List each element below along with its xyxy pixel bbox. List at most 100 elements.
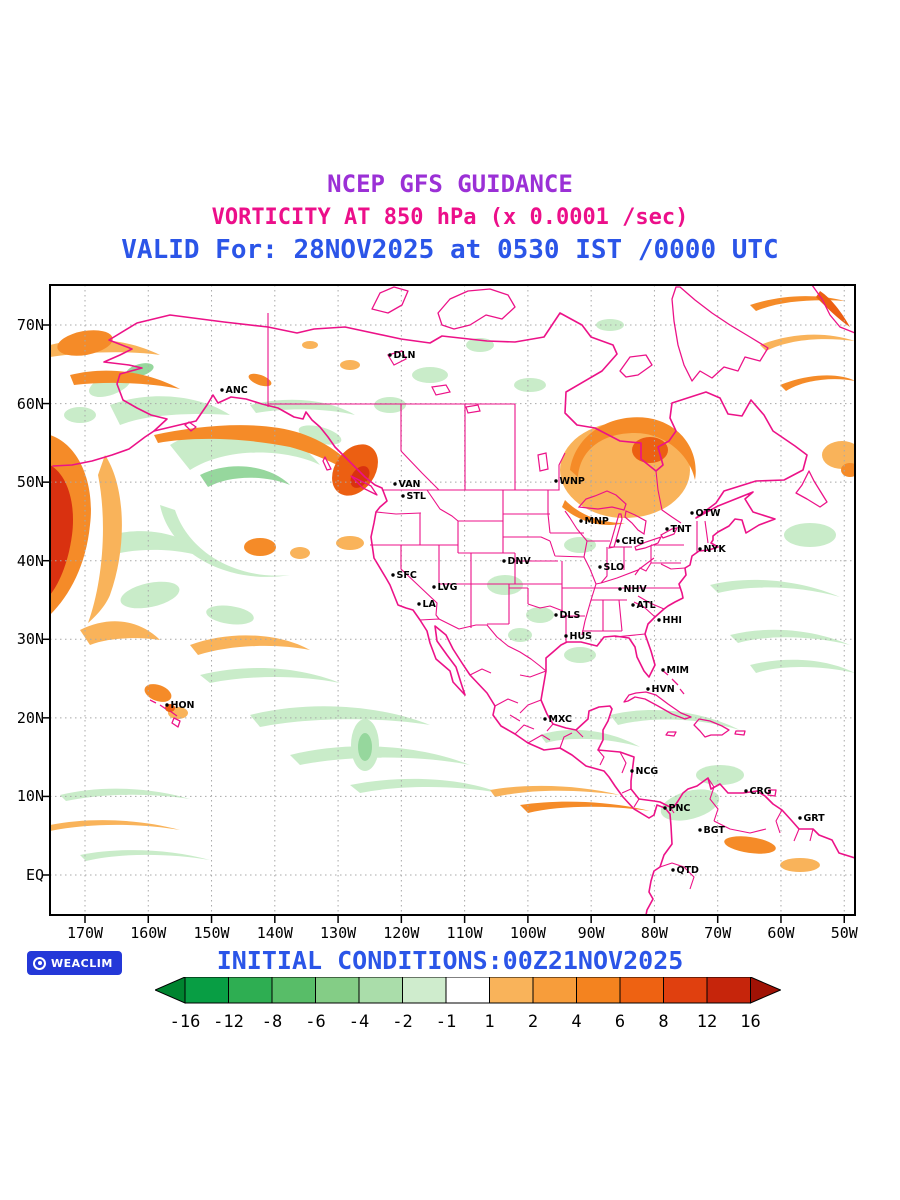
page-subtitle: VORTICITY AT 850 hPa (x 0.0001 /sec) [211, 205, 689, 230]
tick-layer [43, 324, 845, 923]
lon-axis-label: 90W [577, 924, 605, 942]
station-marker [698, 828, 702, 832]
station-label: DNV [508, 556, 532, 567]
colorbar-tick-label: -16 [170, 1012, 201, 1032]
station-label: CRG [750, 786, 772, 797]
station-marker [579, 519, 583, 523]
colorbar-cell [228, 977, 273, 1004]
colorbar: -16 -12 -8 -6 -4 -2 -1 1 2 4 6 8 12 16 [155, 977, 781, 1032]
colorbar-tick-label: -2 [392, 1012, 412, 1032]
station-label: HHI [663, 615, 682, 626]
lon-axis-label: 170W [66, 924, 104, 942]
colorbar-tick-label: -12 [213, 1012, 244, 1032]
islands-layer [149, 285, 855, 797]
colorbar-tick-label: -4 [349, 1012, 369, 1032]
lon-axis-label: 140W [256, 924, 293, 942]
station-marker [798, 816, 802, 820]
colorbar-tick-label: 8 [658, 1012, 668, 1032]
station-label: STL [407, 491, 426, 502]
station-label: NCG [636, 766, 659, 777]
station-label: MIM [667, 665, 689, 676]
weaclim-label: WEACLIM [51, 956, 113, 970]
lat-axis-label: 20N [16, 708, 44, 727]
station-marker [657, 618, 661, 622]
station-label: DLN [394, 350, 416, 361]
lon-axis-label: 80W [640, 924, 668, 942]
station-marker [388, 353, 392, 357]
initial-conditions-text: INITIAL CONDITIONS:00Z21NOV2025 [216, 946, 684, 975]
station-label: ATL [637, 600, 656, 611]
station-marker [554, 613, 558, 617]
colorbar-tick-label: 2 [528, 1012, 538, 1032]
colorbar-tick-label: -8 [262, 1012, 282, 1032]
weaclim-badge: WEACLIM [27, 951, 122, 975]
colorbar-cell [532, 977, 577, 1004]
station-label: LA [423, 599, 437, 610]
station-marker [665, 527, 669, 531]
station-marker [618, 587, 622, 591]
grid-layer [50, 285, 855, 915]
lon-axis-label: 70W [704, 924, 732, 942]
lat-axis-label: 30N [16, 630, 44, 649]
station-marker [630, 769, 634, 773]
station-label: TNT [671, 524, 692, 535]
lon-axis-label: 160W [130, 924, 167, 942]
station-label: LVG [438, 582, 458, 593]
colorbar-left-arrow [155, 977, 186, 1004]
colorbar-tick-label: 4 [571, 1012, 581, 1032]
station-label: NYK [704, 544, 727, 555]
lat-axis-label: 70N [16, 316, 44, 334]
colorbar-cell [445, 977, 490, 1004]
colorbar-tick-label: 16 [740, 1012, 760, 1032]
colorbar-cell [184, 977, 229, 1004]
station-marker [598, 565, 602, 569]
colorbar-tick-label: 12 [697, 1012, 717, 1032]
station-marker [417, 602, 421, 606]
lon-axis-label: 120W [383, 924, 420, 942]
coastline-layer [52, 312, 855, 915]
station-marker [671, 868, 675, 872]
station-label: DLS [560, 610, 581, 621]
station-marker [165, 703, 169, 707]
colorbar-cell [489, 977, 534, 1004]
station-label: HUS [570, 631, 593, 642]
page-title: NCEP GFS GUIDANCE [327, 170, 573, 198]
station-label: HON [171, 700, 195, 711]
station-marker [220, 388, 224, 392]
station-marker [432, 585, 436, 589]
station-label: QTD [677, 865, 700, 876]
lon-axis-label: 110W [446, 924, 483, 942]
lat-axis-label: 60N [16, 394, 44, 413]
map-panel: DLN ANC VAN STL WNP MNP CHG TNT OTW NYK DNV SLO NHV S… [42, 277, 863, 923]
lat-axis-label: 40N [16, 551, 44, 570]
lon-axis-label: 150W [193, 924, 230, 942]
lon-axis-label: 50W [830, 924, 858, 942]
colorbar-cell [315, 977, 360, 1004]
valid-datetime: VALID For: 28NOV2025 at 0530 IST /0000 U… [121, 235, 779, 265]
station-label: MNP [585, 516, 609, 527]
station-marker [690, 511, 694, 515]
colorbar-cell [271, 977, 316, 1004]
lat-axis-label: EQ [25, 865, 44, 884]
station-label: ANC [226, 385, 248, 396]
station-marker [391, 573, 395, 577]
colorbar-cell [358, 977, 403, 1004]
colorbar-cell [576, 977, 621, 1004]
state-borders-layer [267, 313, 814, 890]
colorbar-cell [706, 977, 751, 1004]
station-marker [401, 494, 405, 498]
lon-axis-label: 130W [320, 924, 357, 942]
station-label: SFC [397, 570, 417, 581]
colorbar-right-arrow [750, 977, 781, 1004]
colorbar-cell [402, 977, 447, 1004]
colorbar-tick-label: 6 [615, 1012, 625, 1032]
station-marker [661, 668, 665, 672]
station-marker [543, 717, 547, 721]
station-label: NHV [624, 584, 648, 595]
colorbar-cell [663, 977, 708, 1004]
station-marker [502, 559, 506, 563]
station-marker [698, 547, 702, 551]
station-label: WNP [560, 476, 585, 487]
